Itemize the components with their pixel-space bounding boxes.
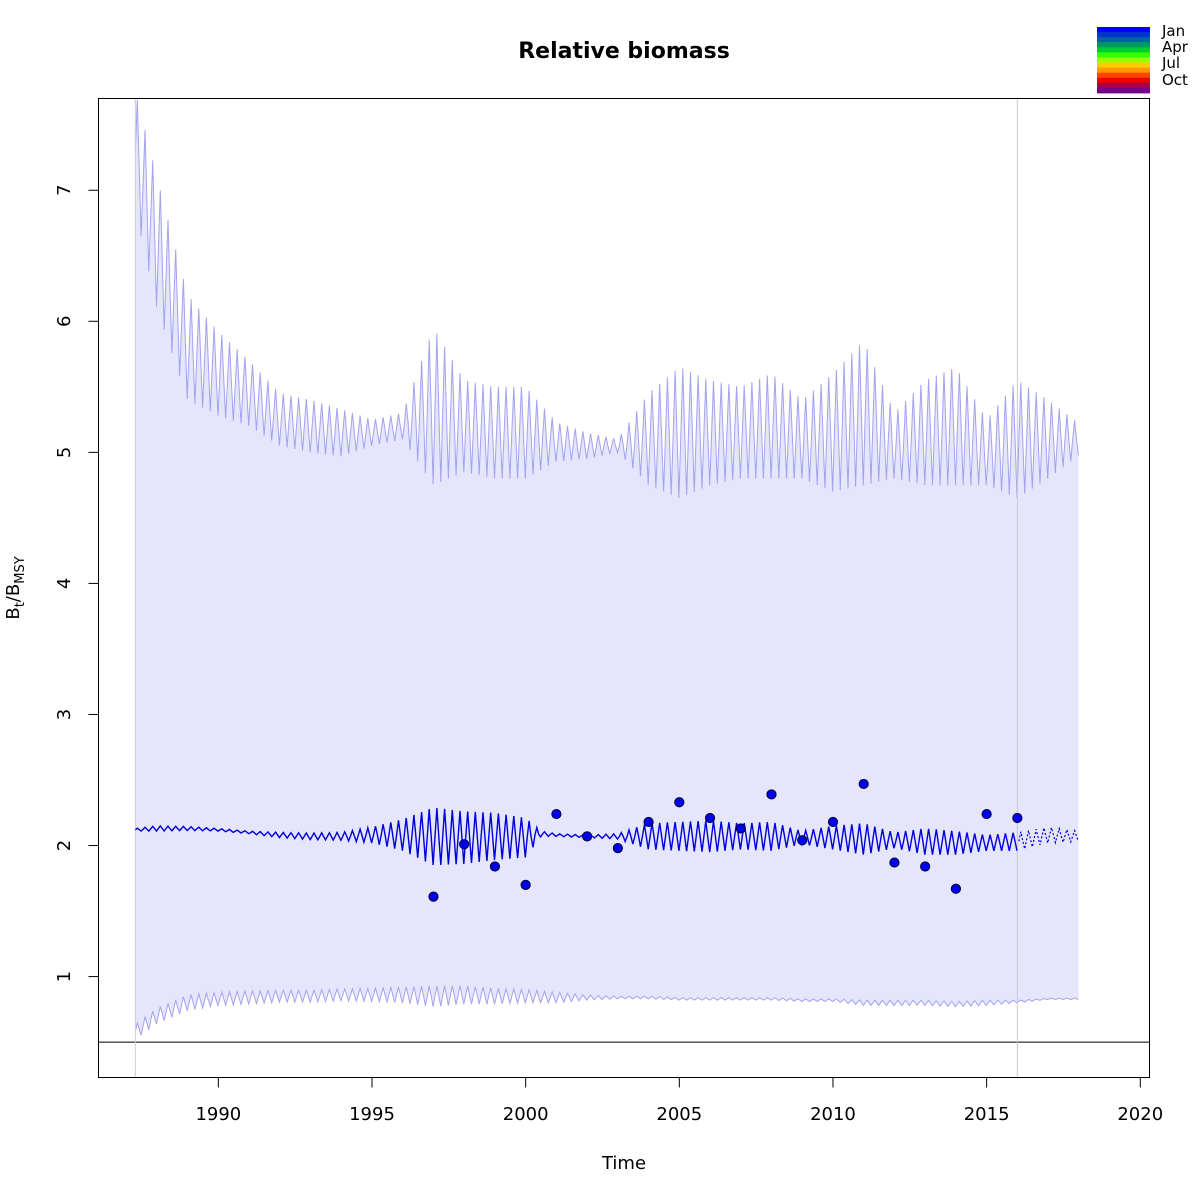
observation-point — [582, 831, 593, 842]
y-tick-label: 3 — [54, 709, 75, 720]
x-tick-label: 1990 — [195, 1104, 241, 1125]
x-axis: 1990 1995 2000 2005 2010 2015 2020 — [195, 1077, 1163, 1125]
observation-point — [766, 789, 777, 800]
season-legend-label: Jan — [1161, 22, 1185, 40]
observation-point — [704, 812, 716, 824]
observation-point — [1012, 812, 1023, 824]
observation-point — [735, 823, 746, 834]
x-tick-label: 2010 — [810, 1104, 856, 1125]
season-legend-label: Jul — [1161, 54, 1180, 72]
observation-point — [981, 808, 992, 820]
season-color-swatch — [1097, 57, 1150, 63]
median-line-projection — [1018, 826, 1079, 850]
season-color-swatch — [1097, 32, 1150, 38]
y-axis-label-base2: B — [3, 584, 24, 596]
y-axis-label-sep: / — [3, 595, 24, 602]
upper-credible-line — [134, 99, 1079, 499]
x-tick-label: 2020 — [1117, 1104, 1163, 1125]
season-color-swatch — [1097, 62, 1150, 69]
x-tick-label: 1995 — [349, 1104, 395, 1125]
observation-point — [950, 883, 961, 894]
lower-credible-line — [134, 985, 1079, 1036]
y-tick-label: 4 — [54, 578, 75, 589]
observation-point — [920, 861, 931, 872]
season-color-swatch — [1097, 67, 1150, 74]
season-color-swatch — [1097, 52, 1150, 58]
season-color-swatch — [1097, 87, 1150, 94]
season-color-swatch — [1097, 37, 1150, 43]
season-color-swatch — [1097, 82, 1150, 89]
season-legend-label: Oct — [1162, 71, 1188, 89]
y-axis-label-sub-t: t — [13, 602, 28, 607]
observation-point — [674, 797, 685, 808]
season-color-swatch — [1097, 77, 1150, 84]
season-color-swatch — [1097, 27, 1150, 33]
x-tick-label: 2015 — [964, 1104, 1010, 1125]
observation-point — [643, 816, 654, 828]
season-color-swatch — [1097, 47, 1150, 53]
observation-point — [551, 808, 562, 820]
season-legend-label: Apr — [1162, 38, 1189, 56]
observation-point — [428, 891, 439, 902]
x-axis-label: Time — [601, 1153, 646, 1174]
observation-point — [797, 835, 808, 846]
y-axis-label-sub-msy: MSY — [13, 556, 28, 583]
observation-point — [889, 857, 900, 868]
y-tick-label: 1 — [54, 971, 75, 982]
observation-point — [520, 879, 531, 890]
observation-point — [612, 843, 623, 854]
y-axis: 1 2 3 4 5 6 7 — [54, 184, 99, 982]
y-tick-label: 2 — [54, 840, 75, 851]
observation-point — [858, 778, 869, 790]
observation-point — [827, 816, 839, 828]
credible-band-fill — [135, 99, 1079, 1036]
y-axis-label-base: B — [3, 607, 24, 619]
chart-title: Relative biomass — [518, 39, 730, 64]
y-tick-label: 7 — [54, 184, 75, 195]
x-tick-label: 2000 — [503, 1104, 549, 1125]
median-line-fit — [134, 807, 1018, 866]
y-tick-label: 6 — [54, 316, 75, 327]
y-axis-label: Bt/BMSY — [3, 556, 28, 619]
season-color-swatch — [1097, 72, 1150, 79]
plot-content — [98, 98, 1150, 1078]
observation-point — [489, 861, 501, 872]
y-tick-label: 5 — [54, 447, 75, 458]
observation-point — [459, 839, 470, 850]
season-color-swatch — [1097, 42, 1150, 48]
plot-area — [98, 98, 1150, 1078]
x-tick-label: 2005 — [656, 1104, 702, 1125]
